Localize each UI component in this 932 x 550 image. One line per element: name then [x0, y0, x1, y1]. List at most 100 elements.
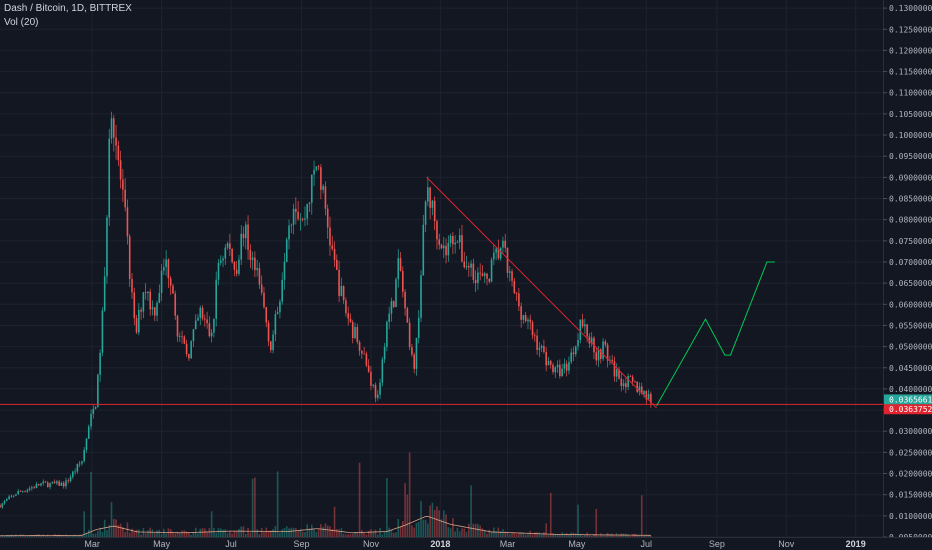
- volume-bar: [204, 528, 206, 537]
- candle-body: [35, 484, 38, 488]
- candle-body: [172, 285, 174, 294]
- candle-body: [106, 217, 108, 277]
- candle-body: [304, 218, 306, 220]
- time-axis-label: May: [568, 539, 586, 549]
- candle-body: [333, 248, 336, 260]
- time-axis-background: [0, 537, 932, 550]
- volume-bar: [295, 528, 297, 537]
- candle-body: [194, 320, 197, 330]
- volume-bar: [522, 532, 525, 537]
- candle-body: [128, 236, 131, 280]
- candle-body: [126, 207, 129, 237]
- candle-body: [181, 336, 183, 338]
- volume-bar: [374, 529, 377, 537]
- candle-body: [153, 307, 156, 316]
- volume-bar: [163, 528, 165, 537]
- volume-bar: [538, 532, 541, 537]
- volume-bar: [595, 509, 598, 537]
- candle-body: [433, 200, 436, 222]
- volume-bar: [518, 532, 520, 537]
- volume-bar: [317, 528, 320, 537]
- volume-bar: [584, 534, 586, 537]
- volume-bar: [183, 530, 186, 537]
- candle-body: [502, 240, 504, 248]
- volume-bar: [17, 535, 20, 537]
- candle-body: [606, 344, 609, 361]
- volume-bar: [115, 519, 117, 537]
- volume-bar: [404, 483, 406, 537]
- volume-bar: [349, 534, 352, 537]
- candle-body: [288, 225, 290, 240]
- volume-bar: [12, 535, 15, 537]
- volume-bar: [215, 532, 217, 537]
- volume-bar: [474, 523, 477, 537]
- candle-body: [534, 335, 536, 337]
- candle-body: [151, 307, 154, 310]
- volume-bar: [422, 519, 425, 537]
- candle-body: [226, 243, 229, 248]
- candle-body: [60, 482, 63, 486]
- candle-body: [643, 391, 645, 395]
- volume-bar: [108, 524, 111, 537]
- volume-bar: [153, 533, 156, 537]
- volume-bar: [90, 471, 92, 537]
- candle-body: [399, 258, 402, 271]
- candle-body: [315, 166, 318, 170]
- volume-bar: [479, 525, 481, 537]
- projection-path: [656, 261, 775, 407]
- candle-body: [406, 308, 409, 323]
- volume-bar: [242, 526, 245, 537]
- candle-body: [458, 235, 461, 243]
- volume-bar: [547, 535, 550, 537]
- volume-bar: [563, 533, 566, 537]
- candle-body: [520, 306, 522, 320]
- candle-body: [493, 252, 495, 260]
- candle-body: [638, 386, 641, 392]
- candle-body: [101, 310, 104, 353]
- candle-body: [53, 481, 56, 484]
- candle-body: [72, 471, 74, 477]
- volume-bar: [249, 532, 252, 537]
- candle-body: [570, 352, 573, 363]
- volume-bar: [138, 529, 140, 537]
- volume-bar: [208, 527, 211, 537]
- candle-body: [440, 244, 443, 249]
- candle-body: [292, 208, 295, 225]
- candle-body: [44, 481, 47, 483]
- volume-bar: [101, 532, 104, 537]
- last-price-label: 0.03656617: [889, 395, 932, 404]
- time-axis-label: Nov: [363, 539, 380, 549]
- candle-body: [429, 187, 431, 208]
- candle-body: [40, 483, 42, 486]
- candle-body: [529, 319, 532, 323]
- support-price-badge: [884, 404, 932, 415]
- volume-bar: [472, 523, 475, 537]
- candle-body: [62, 482, 65, 487]
- candle-body: [515, 292, 518, 294]
- volume-bar: [511, 532, 513, 537]
- candle-body: [183, 336, 186, 344]
- candle-body: [320, 167, 322, 190]
- volume-bar: [133, 531, 136, 537]
- candle-body: [470, 263, 472, 268]
- volume-bar: [376, 534, 379, 537]
- volume-bar: [217, 528, 220, 537]
- volume-bar: [49, 535, 51, 537]
- volume-bar: [508, 534, 511, 537]
- volume-bar: [110, 502, 113, 537]
- candle-body: [122, 179, 124, 190]
- volume-bar: [251, 478, 254, 537]
- volume-bar: [342, 533, 345, 537]
- volume-bar: [499, 531, 502, 537]
- candle-body: [308, 202, 311, 204]
- volume-bar: [336, 529, 338, 537]
- candle-body: [317, 166, 320, 168]
- candle-body: [215, 279, 217, 319]
- volume-bar: [381, 534, 384, 537]
- volume-bar: [456, 527, 459, 537]
- volume-bar: [429, 505, 431, 537]
- volume-bar: [85, 533, 88, 537]
